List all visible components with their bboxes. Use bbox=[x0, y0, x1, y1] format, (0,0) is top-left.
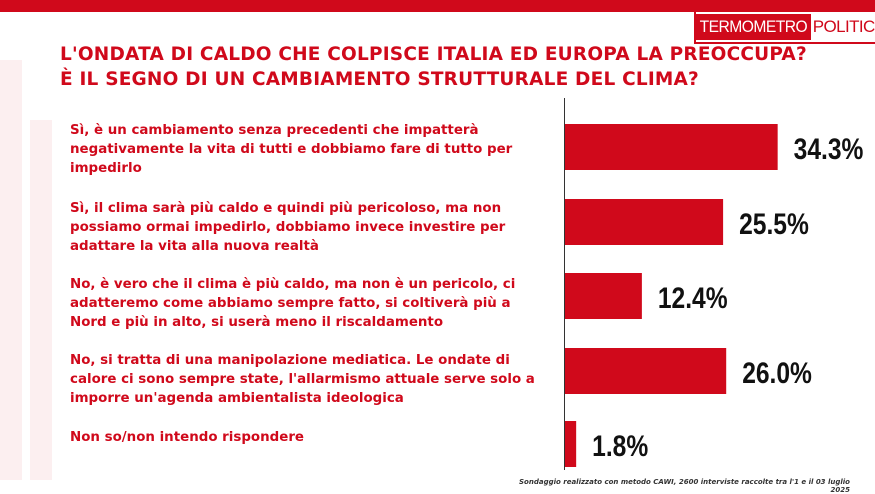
bar-value-label-4: 26.0% bbox=[742, 356, 812, 390]
survey-footnote: Sondaggio realizzato con metodo CAWI, 26… bbox=[519, 478, 850, 494]
bar-1 bbox=[565, 124, 778, 170]
bar-5 bbox=[565, 421, 577, 467]
logo-text-part2: POLITICO bbox=[812, 17, 875, 36]
category-label-5: Non so/non intendo rispondere bbox=[70, 430, 305, 445]
bar-value-label-2: 25.5% bbox=[739, 207, 809, 241]
thermometer-watermark-icon bbox=[0, 60, 52, 480]
category-label-3: No, è vero che il clima è più caldo, ma … bbox=[70, 277, 516, 330]
bar-2 bbox=[565, 199, 724, 245]
chart-title: L'ONDATA DI CALDO CHE COLPISCE ITALIA ED… bbox=[60, 44, 807, 90]
chart-axis-line bbox=[564, 98, 565, 470]
bar-4 bbox=[565, 348, 727, 394]
bar-value-label-1: 34.3% bbox=[794, 132, 864, 166]
category-label-2: Sì, il clima sarà più caldo e quindi più… bbox=[70, 201, 506, 254]
category-label-4: No, si tratta di una manipolazione media… bbox=[70, 353, 535, 406]
category-label-1: Sì, è un cambiamento senza precedenti ch… bbox=[70, 123, 513, 176]
bar-value-label-5: 1.8% bbox=[592, 429, 648, 463]
bar-value-label-3: 12.4% bbox=[658, 281, 728, 315]
logo-text-part1: TERMOMETRO bbox=[696, 14, 811, 40]
top-accent-bar bbox=[0, 0, 875, 12]
bar-3 bbox=[565, 273, 642, 319]
termometro-politico-logo: TERMOMETRO POLITICO bbox=[694, 10, 875, 44]
